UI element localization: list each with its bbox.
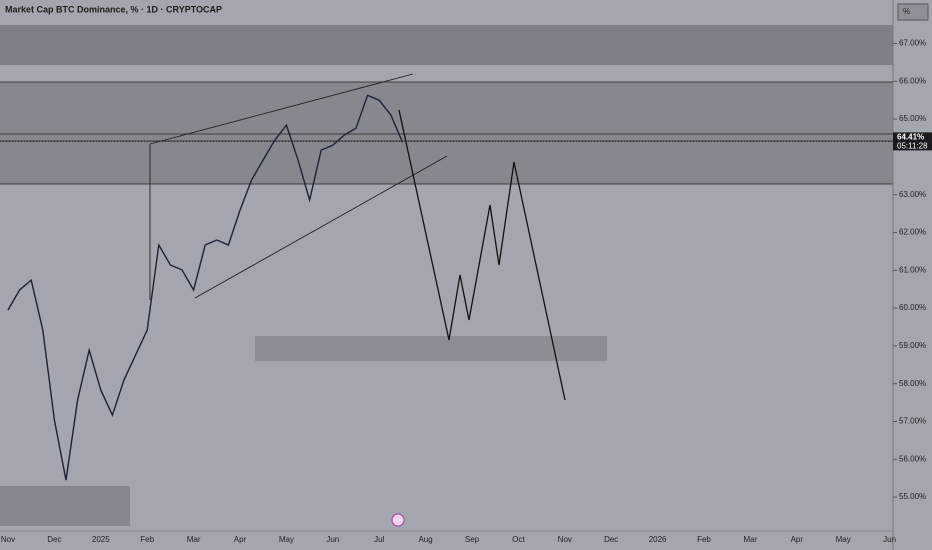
y-tick-label: 65.00% — [899, 114, 926, 123]
countdown: 05:11:28 — [897, 141, 928, 150]
x-tick-label: Jun — [326, 535, 339, 544]
y-tick-label: 58.00% — [899, 379, 926, 388]
last-price-box — [893, 132, 932, 151]
y-tick-label: 60.00% — [899, 303, 926, 312]
unit-label: % — [903, 7, 910, 16]
x-tick-label: Jun — [883, 535, 896, 544]
x-tick-label: Oct — [512, 535, 525, 544]
y-tick-label: 66.00% — [899, 76, 926, 85]
chart-title: Market Cap BTC Dominance, % · 1D · CRYPT… — [5, 4, 222, 14]
projection — [398, 109, 566, 401]
last-price-label: 64.41% — [897, 132, 924, 141]
x-tick-label: May — [836, 535, 851, 544]
x-tick-label: Jul — [374, 535, 384, 544]
x-tick-label: Mar — [187, 535, 201, 544]
x-tick-label: Dec — [47, 535, 61, 544]
x-tick-label: Aug — [418, 535, 432, 544]
zone — [0, 25, 893, 65]
event-icon[interactable] — [391, 513, 405, 527]
zone — [0, 486, 130, 526]
x-tick-label: Nov — [1, 535, 15, 544]
y-tick-label: 63.00% — [899, 190, 926, 199]
x-tick-label: 2025 — [92, 535, 110, 544]
y-tick-label: 59.00% — [899, 341, 926, 350]
x-tick-label: Apr — [234, 535, 247, 544]
x-tick-label: May — [279, 535, 294, 544]
y-tick-label: 55.00% — [899, 492, 926, 501]
x-tick-label: Dec — [604, 535, 618, 544]
y-tick-label: 61.00% — [899, 265, 926, 274]
zone — [255, 336, 607, 361]
x-tick-label: Apr — [791, 535, 804, 544]
trendlines — [149, 73, 448, 300]
x-tick-label: Nov — [558, 535, 572, 544]
x-tick-label: Feb — [140, 535, 154, 544]
x-tick-label: 2026 — [649, 535, 667, 544]
x-tick-label: Mar — [744, 535, 758, 544]
y-tick-label: 67.00% — [899, 39, 926, 48]
unit-box[interactable] — [897, 3, 929, 21]
y-tick-label: 56.00% — [899, 454, 926, 463]
zone — [0, 82, 893, 184]
x-tick-label: Feb — [697, 535, 711, 544]
y-tick-label: 57.00% — [899, 417, 926, 426]
x-tick-label: Sep — [465, 535, 480, 544]
y-tick-label: 62.00% — [899, 228, 926, 237]
